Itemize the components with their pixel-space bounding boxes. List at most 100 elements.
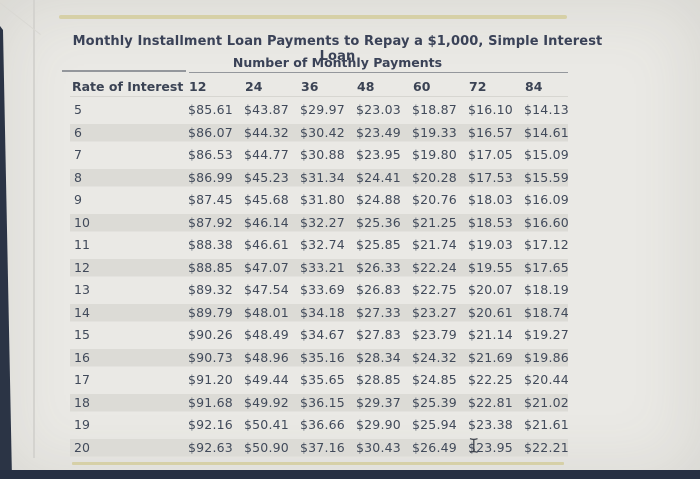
table-row: 12 $88.85 $47.07 $33.21 $26.33 $22.24 $19.55 $1… (70, 256, 569, 279)
payment-cell: $20.07 (468, 282, 513, 297)
rate-cell: 17 (74, 372, 90, 387)
table-row: 7 $86.53 $44.77 $30.88 $23.95 $19.80 $17.05 $15… (70, 144, 569, 167)
rate-cell: 14 (74, 304, 90, 320)
payment-cell: $22.75 (412, 282, 457, 297)
payment-cell: $14.13 (524, 102, 569, 117)
payment-cell: $21.74 (412, 237, 457, 252)
payment-cell: $16.10 (468, 102, 513, 117)
page-title: Monthly Installment Loan Payments to Rep… (72, 34, 603, 64)
payment-cell: $15.09 (524, 147, 569, 162)
payment-cell: $35.65 (300, 372, 345, 387)
rate-cell: 15 (74, 327, 90, 342)
payment-cell: $46.61 (244, 237, 289, 252)
payment-cell: $92.63 (188, 439, 233, 455)
payment-cell: $18.87 (412, 102, 457, 117)
payment-cell: $30.42 (300, 124, 345, 140)
payment-cell: $50.90 (244, 439, 289, 455)
payment-cell: $19.33 (412, 124, 457, 140)
payment-cell: $17.12 (524, 237, 569, 252)
payment-cell: $31.80 (300, 192, 345, 207)
payment-cell: $43.87 (244, 102, 289, 117)
payment-cell: $18.53 (468, 214, 513, 230)
payment-cell: $23.49 (356, 124, 401, 140)
payment-cell: $20.28 (412, 169, 457, 185)
table-row: 18 $91.68 $49.92 $36.15 $29.37 $25.39 $22.81 $2… (70, 391, 569, 414)
payment-cell: $18.19 (524, 282, 569, 297)
footer-bar (0, 470, 700, 479)
payment-cell: $87.45 (188, 192, 233, 207)
payment-cell: $24.85 (412, 372, 457, 387)
payment-cell: $22.21 (524, 439, 569, 455)
payment-cell: $22.24 (412, 259, 457, 275)
column-header-12: 12 (189, 79, 207, 94)
payment-cell: $21.02 (524, 394, 569, 410)
header-rule-right (189, 71, 568, 73)
payment-cell: $16.60 (524, 214, 569, 230)
payment-cell: $14.61 (524, 124, 569, 140)
payment-cell: $28.34 (356, 349, 401, 365)
rate-cell: 5 (74, 102, 82, 117)
payment-cell: $18.74 (524, 304, 569, 320)
payment-cell: $48.96 (244, 349, 289, 365)
rate-cell: 10 (74, 214, 90, 230)
payment-cell: $21.25 (412, 214, 457, 230)
payment-cell: $17.05 (468, 147, 513, 162)
payment-cell: $22.25 (468, 372, 513, 387)
payment-cell: $86.53 (188, 147, 233, 162)
payment-cell: $20.44 (524, 372, 569, 387)
payment-cell: $23.03 (356, 102, 401, 117)
payment-cell: $17.53 (468, 169, 513, 185)
payment-cell: $91.68 (188, 394, 233, 410)
payment-cell: $27.33 (356, 304, 401, 320)
payment-cell: $25.85 (356, 237, 401, 252)
payment-cell: $47.54 (244, 282, 289, 297)
table-row: 19 $92.16 $50.41 $36.66 $29.90 $25.94 $23.38 $2… (70, 414, 569, 437)
table-body: 5 $85.61 $43.87 $29.97 $23.03 $18.87 $16.10 $14… (70, 99, 569, 459)
payment-cell: $20.61 (468, 304, 513, 320)
table-row: 15 $90.26 $48.49 $34.67 $27.83 $23.79 $21.14 $1… (70, 324, 569, 347)
screen-edge (0, 26, 12, 479)
column-header-48: 48 (357, 79, 375, 94)
payment-cell: $90.26 (188, 327, 233, 342)
page-margin-line (33, 0, 35, 458)
payment-cell: $32.27 (300, 214, 345, 230)
payment-cell: $88.38 (188, 237, 233, 252)
payment-cell: $19.80 (412, 147, 457, 162)
payment-cell: $36.15 (300, 394, 345, 410)
payment-cell: $21.69 (468, 349, 513, 365)
payment-cell: $21.14 (468, 327, 513, 342)
rate-cell: 18 (74, 394, 90, 410)
payment-cell: $36.66 (300, 417, 345, 432)
rate-cell: 16 (74, 349, 90, 365)
table-row: 14 $89.79 $48.01 $34.18 $27.33 $23.27 $20.61 $1… (70, 301, 569, 324)
payment-cell: $48.49 (244, 327, 289, 342)
payment-cell: $27.83 (356, 327, 401, 342)
column-header-36: 36 (301, 79, 319, 94)
payment-cell: $25.36 (356, 214, 401, 230)
payment-cell: $86.99 (188, 169, 233, 185)
payment-cell: $24.88 (356, 192, 401, 207)
rate-cell: 7 (74, 147, 82, 162)
header-underline (70, 96, 568, 97)
payment-cell: $33.21 (300, 259, 345, 275)
payment-cell: $19.27 (524, 327, 569, 342)
payment-cell: $16.09 (524, 192, 569, 207)
rate-of-interest-header: Rate of Interest (72, 79, 184, 94)
payment-cell: $85.61 (188, 102, 233, 117)
rate-cell: 6 (74, 124, 82, 140)
payment-cell: $20.76 (412, 192, 457, 207)
payment-cell: $91.20 (188, 372, 233, 387)
payment-cell: $23.79 (412, 327, 457, 342)
payment-cell: $29.37 (356, 394, 401, 410)
payment-cell: $87.92 (188, 214, 233, 230)
payment-cell: $17.65 (524, 259, 569, 275)
bottom-accent-bar (72, 462, 564, 465)
column-header-84: 84 (525, 79, 543, 94)
rate-cell: 12 (74, 259, 90, 275)
payment-cell: $45.23 (244, 169, 289, 185)
payment-cell: $22.81 (468, 394, 513, 410)
payment-cell: $25.39 (412, 394, 457, 410)
payment-cell: $90.73 (188, 349, 233, 365)
payment-cell: $26.33 (356, 259, 401, 275)
